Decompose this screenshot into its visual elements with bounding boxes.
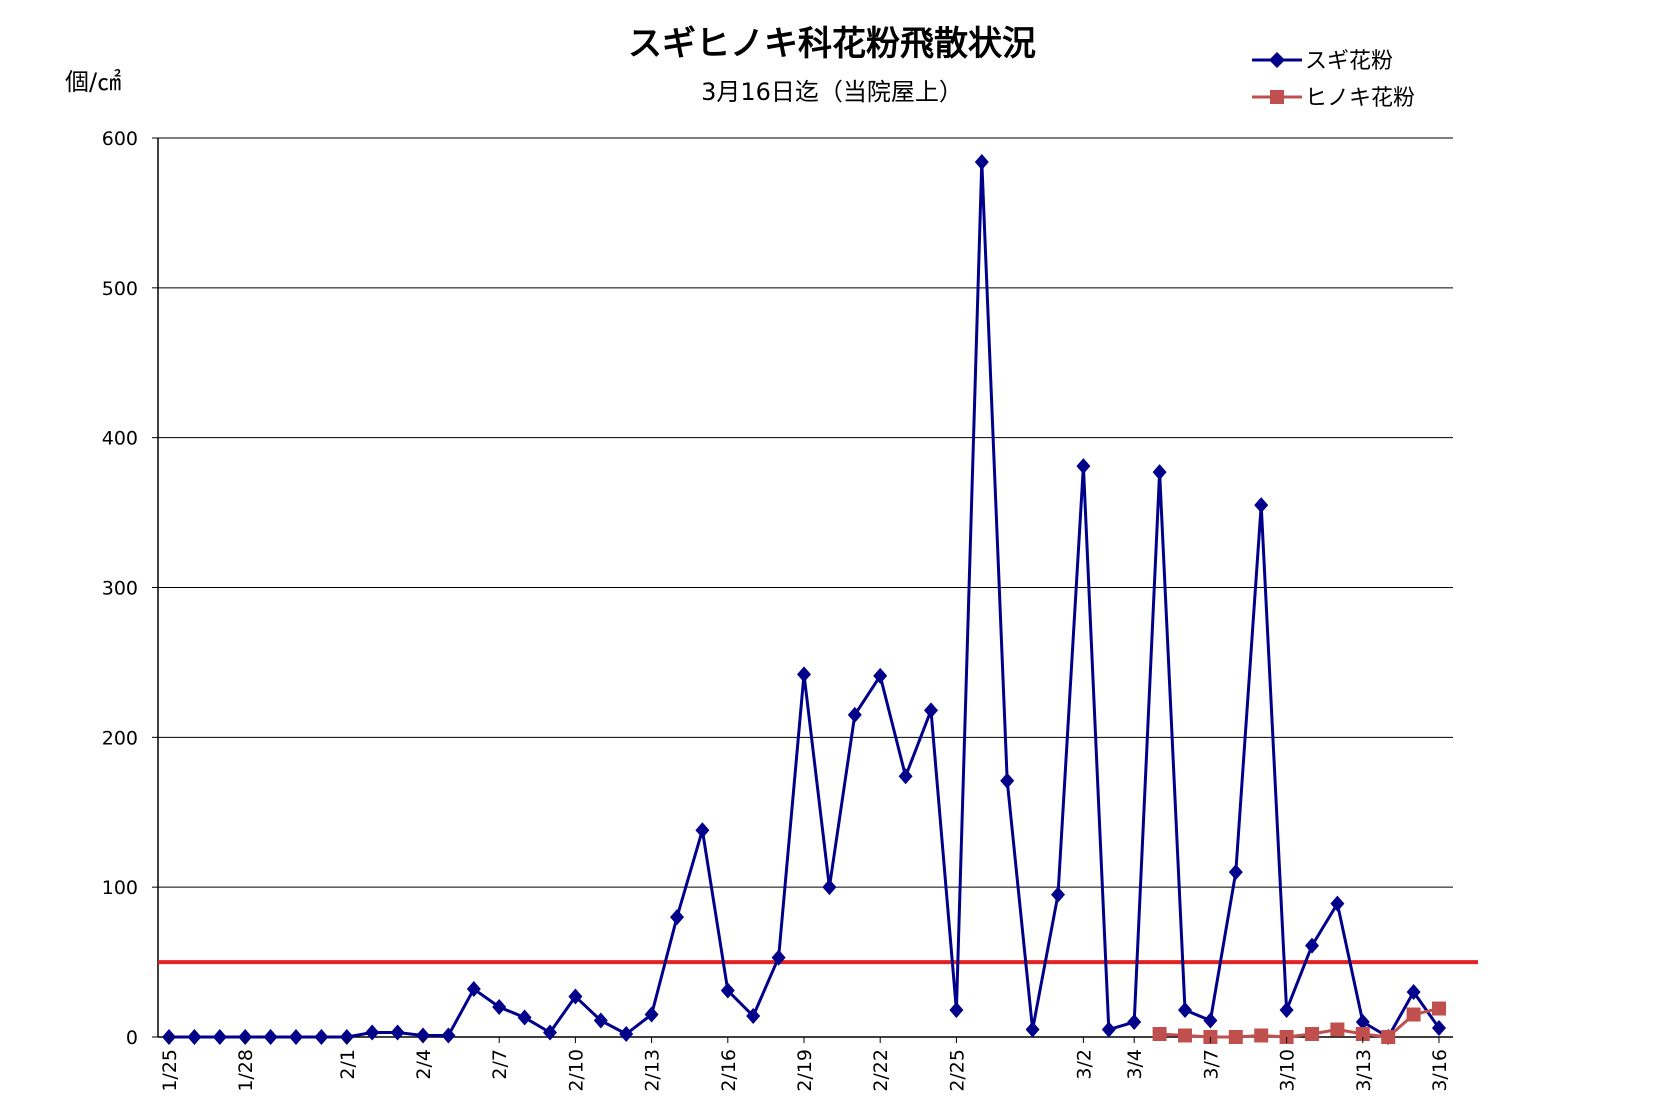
data-point bbox=[695, 822, 710, 839]
data-point bbox=[365, 1024, 380, 1041]
data-point bbox=[1152, 464, 1167, 481]
data-point bbox=[1381, 1030, 1396, 1044]
chart-subtitle: 3月16日迄（当院屋上） bbox=[701, 78, 963, 106]
data-point bbox=[720, 982, 735, 999]
series-sugi bbox=[162, 153, 1446, 1045]
data-point bbox=[314, 1029, 329, 1045]
data-point bbox=[1127, 1014, 1142, 1031]
data-point bbox=[1025, 1021, 1040, 1038]
data-point bbox=[1355, 1014, 1370, 1031]
data-point bbox=[847, 706, 862, 723]
chart-title: スギヒノキ科花粉飛散状況 bbox=[628, 24, 1036, 64]
data-point bbox=[1406, 984, 1421, 1001]
data-point bbox=[263, 1029, 278, 1045]
data-point bbox=[1178, 1002, 1192, 1019]
data-point bbox=[1076, 458, 1091, 475]
gridlines bbox=[158, 137, 1453, 888]
x-tick-label: 2/22 bbox=[870, 1049, 892, 1092]
data-point bbox=[390, 1024, 405, 1041]
data-point bbox=[644, 1006, 659, 1023]
data-point bbox=[1000, 772, 1015, 789]
data-point bbox=[441, 1027, 456, 1044]
data-point bbox=[212, 1029, 227, 1045]
series-line bbox=[169, 160, 1441, 1039]
x-tick-label: 3/10 bbox=[1277, 1049, 1299, 1092]
data-point bbox=[593, 1012, 608, 1029]
x-tick-label: 2/10 bbox=[565, 1049, 587, 1092]
data-point bbox=[619, 1026, 634, 1043]
x-tick-label: 2/25 bbox=[946, 1049, 968, 1092]
data-point bbox=[1330, 1022, 1345, 1037]
data-point bbox=[289, 1029, 303, 1045]
series-layer bbox=[162, 153, 1446, 1045]
x-tick-label: 1/25 bbox=[159, 1049, 181, 1092]
y-tick-label: 600 bbox=[102, 128, 138, 150]
data-point bbox=[1432, 1001, 1446, 1016]
data-point bbox=[1101, 1021, 1116, 1038]
data-point bbox=[568, 988, 583, 1005]
data-point bbox=[1203, 1012, 1218, 1029]
data-point bbox=[974, 153, 989, 170]
x-tick-label: 2/7 bbox=[489, 1049, 511, 1080]
data-point bbox=[873, 667, 888, 684]
x-tick-label: 2/19 bbox=[794, 1049, 816, 1092]
legend-label-hinoki: ヒノキ花粉 bbox=[1305, 86, 1415, 111]
x-axis-ticks: 1/25 1/28 2/1 2/4 2/7 2/10 2/13 2/16 2/19 2/22 2/2… bbox=[159, 1037, 1451, 1092]
x-tick-label: 2/4 bbox=[413, 1049, 435, 1080]
data-point bbox=[543, 1024, 557, 1041]
y-tick-label: 500 bbox=[102, 278, 138, 300]
x-tick-label: 3/2 bbox=[1073, 1049, 1095, 1080]
data-point bbox=[898, 768, 913, 785]
data-point bbox=[1305, 1027, 1319, 1042]
data-point bbox=[1355, 1027, 1370, 1042]
y-tick-label: 200 bbox=[102, 727, 138, 749]
legend: スギ花粉 ヒノキ花粉 bbox=[1252, 49, 1415, 111]
x-tick-label: 1/28 bbox=[235, 1049, 257, 1092]
y-axis-ticks: 0 100 200 300 400 500 600 bbox=[102, 128, 158, 1049]
data-point bbox=[1178, 1028, 1192, 1043]
data-point bbox=[1432, 1020, 1446, 1037]
y-axis-unit: 個/㎠ bbox=[65, 68, 121, 96]
y-tick-label: 300 bbox=[102, 578, 138, 600]
data-point bbox=[797, 666, 811, 683]
x-tick-label: 2/1 bbox=[337, 1049, 359, 1080]
legend-label-sugi: スギ花粉 bbox=[1305, 49, 1393, 74]
data-point bbox=[466, 981, 481, 998]
data-point bbox=[924, 702, 938, 719]
legend-entry-sugi: スギ花粉 bbox=[1252, 49, 1393, 74]
y-tick-label: 100 bbox=[102, 877, 138, 899]
x-tick-label: 3/4 bbox=[1124, 1049, 1146, 1080]
data-point bbox=[187, 1029, 202, 1045]
legend-entry-hinoki: ヒノキ花粉 bbox=[1252, 86, 1415, 111]
data-point bbox=[949, 1002, 964, 1019]
data-point bbox=[1406, 1007, 1421, 1022]
x-tick-label: 2/13 bbox=[642, 1049, 664, 1092]
x-tick-label: 3/7 bbox=[1200, 1049, 1222, 1080]
data-point bbox=[1254, 1028, 1269, 1043]
y-tick-label: 0 bbox=[126, 1027, 138, 1049]
data-point bbox=[1152, 1027, 1167, 1042]
x-tick-label: 2/16 bbox=[718, 1049, 740, 1092]
series-hinoki bbox=[1152, 1001, 1446, 1044]
data-point bbox=[1279, 1002, 1294, 1019]
data-point bbox=[1330, 895, 1345, 912]
data-point bbox=[771, 949, 786, 966]
data-point bbox=[517, 1009, 532, 1026]
data-point bbox=[1051, 886, 1065, 903]
data-point bbox=[1228, 864, 1243, 881]
data-point bbox=[746, 1008, 761, 1025]
data-point bbox=[670, 909, 684, 926]
data-point bbox=[822, 879, 837, 896]
x-tick-label: 3/13 bbox=[1353, 1049, 1375, 1092]
x-tick-label: 3/16 bbox=[1429, 1049, 1451, 1092]
data-point bbox=[1305, 937, 1319, 954]
data-point bbox=[1228, 1030, 1243, 1044]
data-point bbox=[492, 999, 507, 1016]
y-tick-label: 400 bbox=[102, 428, 138, 450]
data-point bbox=[1254, 497, 1269, 514]
data-point bbox=[416, 1027, 430, 1044]
